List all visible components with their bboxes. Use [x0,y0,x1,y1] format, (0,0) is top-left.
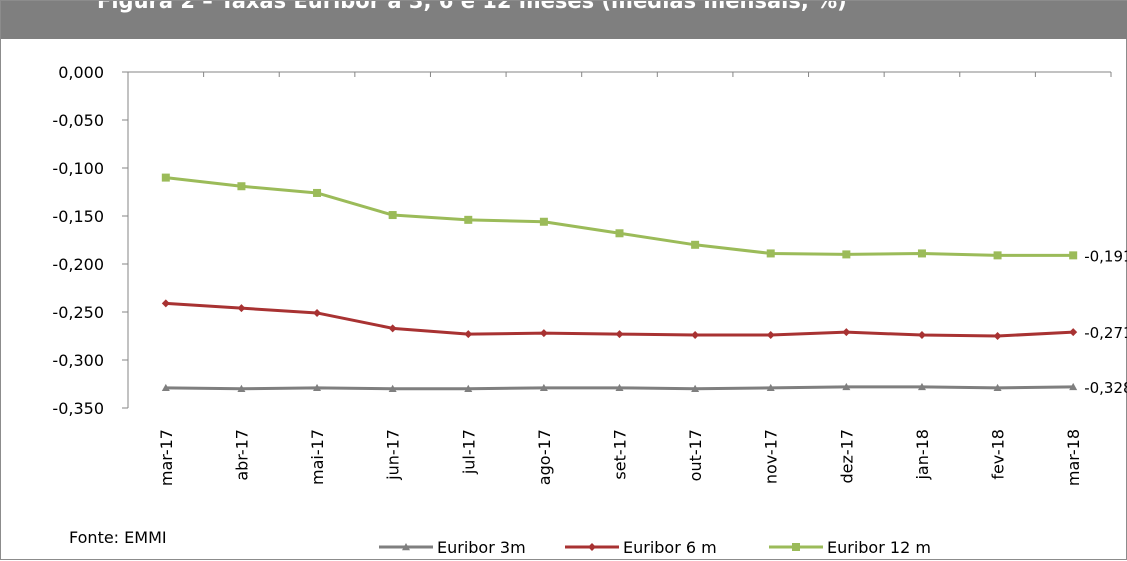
data-point [766,383,775,392]
data-point [917,382,926,391]
data-point [388,384,397,392]
end-value-label: -0,328 [1084,379,1127,397]
data-point [691,384,700,392]
data-point [993,251,1002,260]
x-axis: mar-17 abr-17 mai-17 jun-17 jul-17 ago-17 set-… [127,71,1112,486]
data-point [161,173,170,182]
x-tick-label: ago-17 [535,429,554,485]
legend: Euribor 3m Euribor 6 m Euribor 12 m [379,538,931,557]
data-point [615,383,624,392]
y-axis: 0,000 -0,050 -0,100 -0,150 -0,200 -0,250 -0,30… [52,63,129,418]
data-point [388,324,397,333]
y-tick-label: -0,150 [52,207,104,226]
x-tick-label: set-17 [611,429,630,480]
y-tick-label: -0,100 [52,159,104,178]
data-point [313,308,322,317]
data-point [539,217,548,226]
y-tick-label: 0,000 [58,63,104,82]
legend-swatch-marker [792,543,800,551]
data-point [464,384,473,392]
x-tick-label: mar-17 [157,429,176,486]
series-line [165,176,1074,257]
legend-swatch-marker [402,543,410,551]
y-tick-label: -0,200 [52,255,104,274]
y-tick-label: -0,050 [52,111,104,130]
legend-label: Euribor 3m [437,538,526,557]
x-tick-label: fev-18 [989,429,1008,480]
legend-label: Euribor 6 m [623,538,717,557]
y-tick-label: -0,350 [52,399,104,418]
data-point [161,383,170,392]
legend-swatch-marker [588,543,596,551]
data-point [842,382,851,391]
data-point [917,331,926,340]
data-point [237,384,246,392]
data-point [1069,382,1078,391]
x-tick-label: jan-18 [913,429,932,481]
end-value-label: -0,271 [1084,324,1127,342]
data-point [842,328,851,337]
data-point [313,188,322,197]
data-point [539,329,548,338]
data-point [691,331,700,340]
end-labels: -0,328 -0,271 -0,191 [1084,247,1127,397]
chart-title: Figura 2 – Taxas Euribor a 3, 6 e 12 mes… [97,1,847,13]
data-point [691,240,700,249]
data-point [766,249,775,258]
title-bar: Figura 2 – Taxas Euribor a 3, 6 e 12 mes… [1,1,1127,39]
data-point [539,383,548,392]
data-point [615,330,624,339]
data-point [993,332,1002,340]
data-point [313,383,322,392]
x-tick-label: jul-17 [459,429,478,475]
data-point [388,211,397,220]
data-point [464,215,473,224]
legend-label: Euribor 12 m [827,538,931,557]
x-tick-label: mar-18 [1064,429,1083,486]
data-point [766,331,775,340]
data-point [1069,328,1078,337]
data-point [1069,251,1078,260]
source-note: Fonte: EMMI [69,528,167,547]
data-point [615,229,624,238]
end-value-label: -0,191 [1084,247,1127,265]
x-tick-label: out-17 [686,429,705,481]
x-tick-label: jun-17 [384,429,403,481]
data-point [842,250,851,259]
x-tick-label: dez-17 [837,429,856,484]
data-point [237,182,246,191]
x-tick-label: abr-17 [232,429,251,481]
data-point [464,330,473,339]
data-point [993,383,1002,392]
data-point [917,249,926,258]
data-point [237,304,246,313]
x-tick-label: nov-17 [762,429,781,484]
y-tick-label: -0,300 [52,351,104,370]
series-lines [161,173,1078,392]
y-tick-label: -0,250 [52,303,104,322]
x-tick-label: mai-17 [308,429,327,485]
data-point [161,299,170,308]
